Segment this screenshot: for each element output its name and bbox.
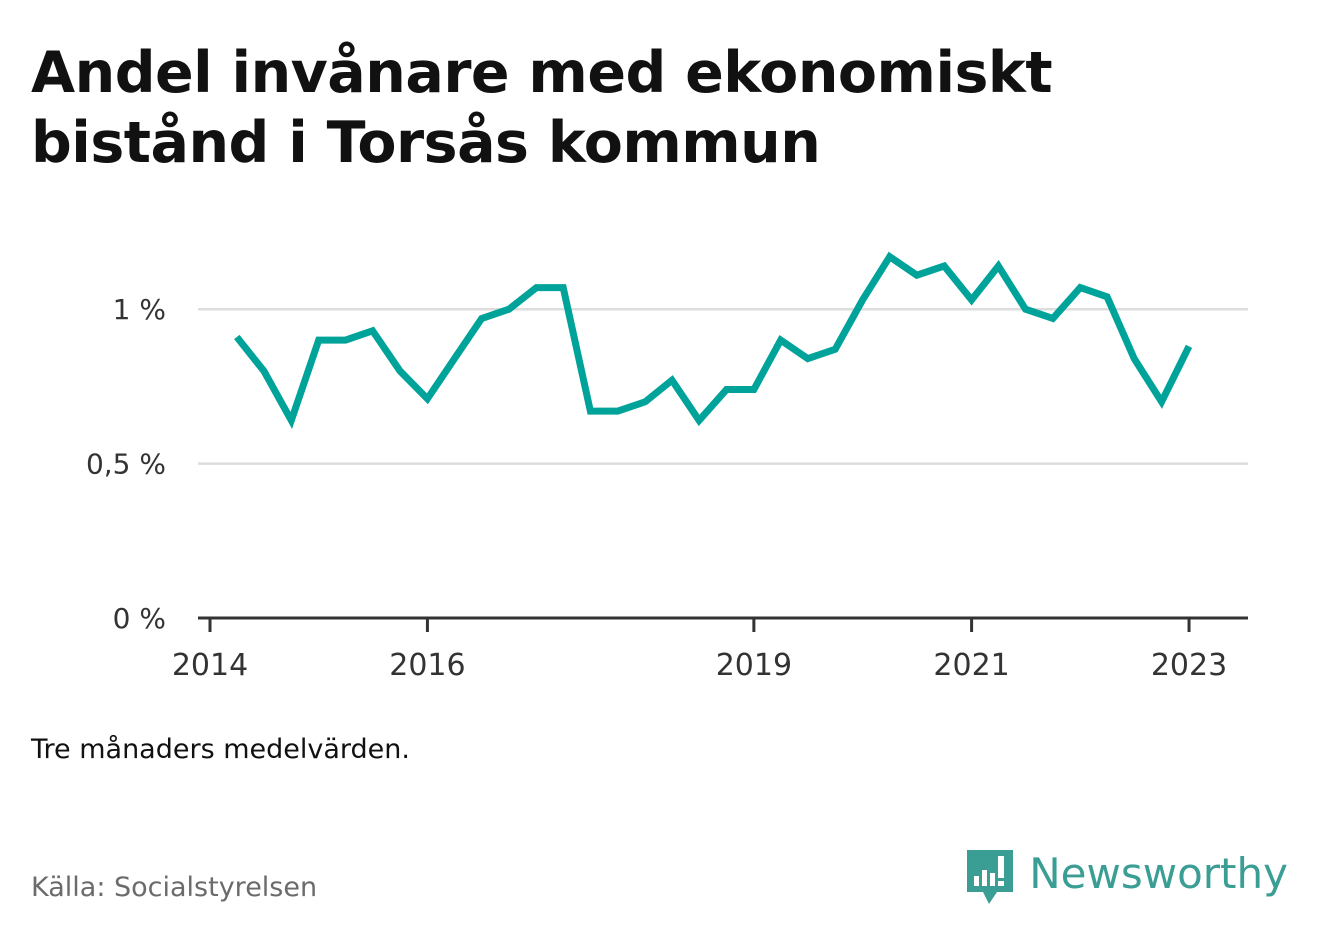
chart-title: Andel invånare med ekonomiskt bistånd i … — [31, 40, 1053, 176]
x-tick-label: 2023 — [1151, 648, 1227, 683]
source-text: Källa: Socialstyrelsen — [31, 872, 318, 903]
x-tick-label: 2014 — [172, 648, 248, 683]
x-tick-label: 2019 — [716, 648, 792, 683]
chart-note: Tre månaders medelvärden. — [31, 734, 410, 765]
y-axis-labels: 0 % 0,5 % 1 % — [86, 293, 166, 635]
newsworthy-logo: Newsworthy — [965, 848, 1288, 912]
y-tick-label: 0 % — [113, 602, 166, 635]
x-tick-label: 2021 — [933, 648, 1009, 683]
x-axis — [198, 616, 1248, 632]
series-line — [234, 251, 1193, 429]
x-tick-label: 2016 — [389, 648, 465, 683]
series — [234, 251, 1193, 429]
y-tick-label: 0,5 % — [86, 448, 166, 481]
newsworthy-chart-icon — [967, 850, 1014, 904]
y-tick-label: 1 % — [113, 293, 166, 326]
gridlines — [198, 307, 1248, 465]
brand-name: Newsworthy — [1029, 849, 1288, 898]
x-axis-labels: 2014 2016 2019 2021 2023 — [172, 648, 1227, 683]
